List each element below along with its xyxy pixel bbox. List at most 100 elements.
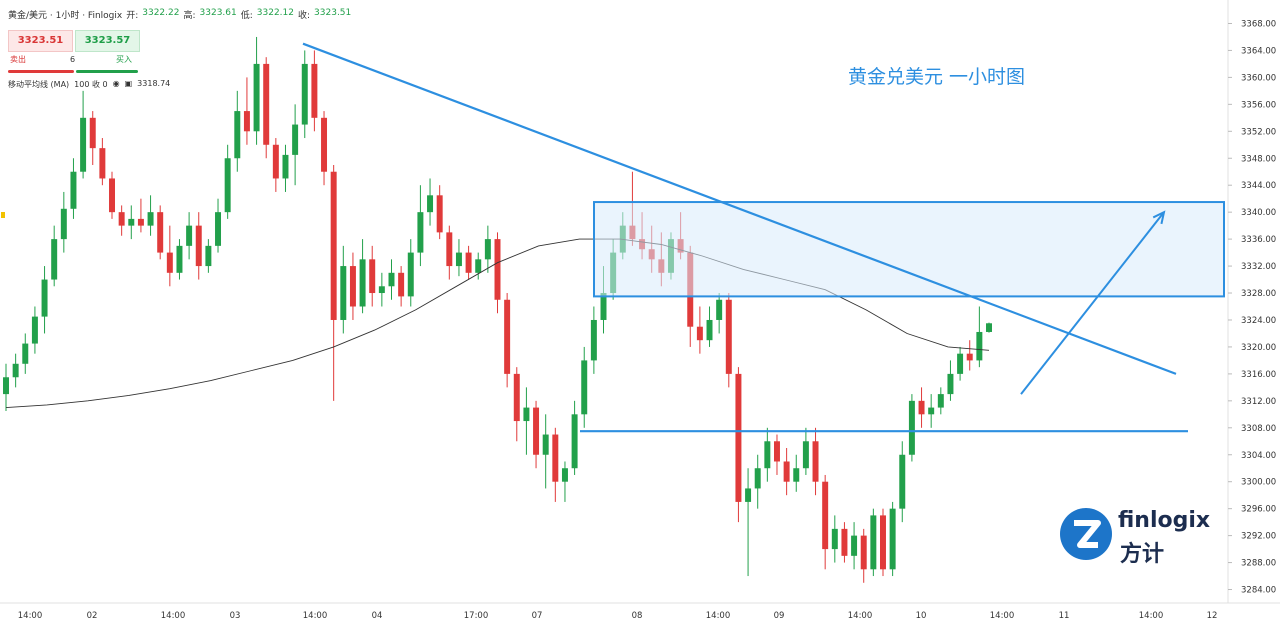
indicator-legend: 移动平均线 (MA) 100 收 0 ◉ ▣ 3318.74 — [8, 79, 170, 90]
settings-icon[interactable]: ▣ — [124, 79, 133, 88]
candle-body — [272, 144, 279, 179]
candle-body — [301, 63, 308, 125]
candle-body — [889, 508, 896, 570]
indicator-value: 3318.74 — [137, 79, 171, 88]
close-value: 3323.51 — [314, 8, 352, 18]
candle-body — [369, 259, 376, 294]
candle-body — [860, 535, 867, 570]
high-label: 高: — [183, 11, 196, 21]
candle-body — [292, 124, 299, 155]
candle-body — [224, 158, 231, 213]
candle-body — [378, 286, 385, 294]
x-tick-label: 12 — [1207, 611, 1218, 621]
open-value: 3322.22 — [142, 8, 180, 18]
buy-price-button[interactable]: 3323.57 — [75, 30, 140, 52]
x-tick-label: 11 — [1059, 611, 1070, 621]
candle-body — [484, 239, 491, 260]
candle-body — [195, 225, 202, 267]
y-tick-label: 3308.00 — [1241, 424, 1276, 434]
y-tick-label: 3320.00 — [1241, 343, 1276, 353]
y-tick-label: 3368.00 — [1241, 19, 1276, 29]
candle-body — [542, 434, 549, 455]
y-tick-label: 3344.00 — [1241, 181, 1276, 191]
low-value: 3322.12 — [256, 8, 294, 18]
open-label: 开: — [126, 11, 139, 21]
y-tick-label: 3292.00 — [1241, 532, 1276, 542]
logo-text-cn: 方计 — [1120, 542, 1165, 567]
eye-icon[interactable]: ◉ — [112, 79, 120, 88]
x-tick-label: 09 — [774, 611, 785, 621]
candle-body — [3, 377, 9, 395]
resistance-zone — [593, 201, 1225, 298]
candle-body — [561, 468, 568, 482]
candle-body — [957, 353, 964, 374]
candle-body — [80, 117, 87, 172]
candle-body — [966, 353, 973, 361]
candle-body — [581, 360, 588, 415]
finlogix-logo: finlogix 方计 — [1058, 506, 1228, 568]
candle-body — [51, 239, 58, 280]
candle-body — [696, 326, 703, 341]
candle-body — [504, 299, 511, 374]
candle-body — [908, 400, 915, 455]
x-tick-label: 04 — [372, 611, 383, 621]
sell-button[interactable]: 卖出 — [10, 55, 26, 64]
x-tick-label: 14:00 — [18, 611, 43, 621]
y-tick-label: 3284.00 — [1241, 586, 1276, 596]
candle-body — [330, 171, 337, 320]
candle-body — [436, 195, 443, 233]
candle-body — [793, 468, 800, 482]
trade-row: 卖出 6 买入 — [8, 52, 138, 68]
candle-body — [186, 225, 193, 246]
candle-body — [60, 208, 67, 240]
candle-body — [600, 293, 607, 320]
candle-body — [513, 373, 520, 422]
candle-body — [754, 468, 761, 489]
edge-marker — [1, 212, 5, 218]
sell-ratio-bar — [8, 70, 74, 73]
candle-body — [880, 515, 886, 570]
projection-arrowhead — [1152, 210, 1166, 225]
y-tick-label: 3304.00 — [1241, 451, 1276, 461]
candle-body — [523, 407, 530, 422]
candle-body — [176, 245, 183, 273]
candle-body — [417, 212, 424, 253]
candle-body — [812, 441, 819, 482]
y-tick-label: 3356.00 — [1241, 100, 1276, 110]
candle-body — [735, 373, 742, 502]
y-tick-label: 3332.00 — [1241, 262, 1276, 272]
candle-body — [99, 148, 106, 179]
candle-body — [947, 373, 954, 395]
logo-icon — [1060, 508, 1112, 560]
x-tick-label: 17:00 — [464, 611, 489, 621]
downtrend-line — [302, 42, 1177, 375]
high-value: 3323.61 — [199, 8, 237, 18]
x-tick-label: 14:00 — [990, 611, 1015, 621]
close-label: 收: — [298, 11, 311, 21]
x-tick-label: 14:00 — [848, 611, 873, 621]
candle-body — [137, 218, 144, 226]
buy-button[interactable]: 买入 — [116, 55, 132, 64]
x-tick-label: 07 — [532, 611, 543, 621]
candle-body — [773, 441, 780, 462]
y-tick-label: 3312.00 — [1241, 397, 1276, 407]
y-tick-label: 3336.00 — [1241, 235, 1276, 245]
candle-body — [986, 323, 992, 332]
candle-body — [340, 266, 347, 320]
candle-body — [147, 212, 154, 226]
candle-body — [157, 212, 164, 253]
candle-body — [253, 63, 260, 132]
quantity-input[interactable]: 6 — [70, 55, 76, 64]
candle-body — [359, 259, 366, 307]
candle-body — [822, 481, 829, 550]
indicator-name: 移动平均线 (MA) — [8, 80, 70, 89]
candle-body — [928, 407, 935, 415]
x-tick-label: 10 — [916, 611, 927, 621]
candle-body — [446, 232, 453, 267]
projection-arrow — [1020, 211, 1165, 395]
candle-body — [118, 212, 125, 226]
candle-body — [263, 63, 270, 145]
sell-price-button[interactable]: 3323.51 — [8, 30, 73, 52]
